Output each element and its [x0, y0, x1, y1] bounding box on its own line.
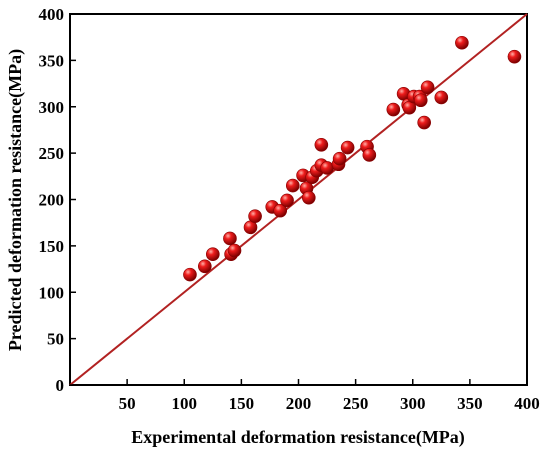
x-axis: 50 100 150 200 250 300 350 400	[119, 379, 540, 413]
y-tick-label: 100	[39, 283, 65, 302]
y-tick-label: 350	[39, 51, 65, 70]
data-point	[413, 93, 428, 108]
data-point	[340, 140, 355, 155]
x-tick-label: 350	[457, 394, 483, 413]
data-point	[386, 102, 401, 117]
data-point	[420, 80, 435, 95]
y-tick-label: 250	[39, 144, 65, 163]
x-tick-label: 250	[343, 394, 369, 413]
data-point	[280, 193, 294, 208]
x-tick-label: 400	[514, 394, 540, 413]
data-point	[362, 148, 377, 162]
x-tick-label: 150	[229, 394, 255, 413]
x-tick-label: 50	[119, 394, 136, 413]
reference-line	[69, 13, 528, 386]
data-point	[332, 151, 347, 166]
data-point	[285, 178, 300, 193]
y-tick-label: 150	[39, 237, 65, 256]
data-point	[248, 209, 262, 223]
data-point	[223, 231, 237, 246]
x-axis-title: Experimental deformation resistance(MPa)	[131, 427, 465, 448]
x-tick-label: 200	[286, 394, 312, 413]
data-point	[320, 161, 334, 175]
data-point	[301, 190, 316, 205]
data-point	[198, 259, 212, 274]
y-axis: 0 50 100 150 200 250 300 350 400	[39, 5, 76, 395]
data-point	[183, 267, 197, 282]
y-tick-label: 50	[47, 330, 64, 349]
data-point	[434, 90, 449, 105]
y-tick-label: 0	[56, 376, 65, 395]
data-point	[273, 203, 288, 218]
data-point	[314, 137, 329, 152]
data-point	[206, 247, 220, 262]
data-point	[417, 115, 431, 130]
x-tick-label: 100	[172, 394, 198, 413]
data-points	[183, 35, 522, 282]
x-tick-label: 300	[400, 394, 426, 413]
data-point	[227, 243, 242, 258]
y-tick-label: 200	[39, 191, 65, 210]
y-axis-title: Predicted deformation resistance(MPa)	[5, 49, 26, 351]
y-tick-label: 400	[39, 5, 65, 24]
data-point	[455, 35, 469, 50]
y-tick-label: 300	[39, 98, 65, 117]
data-point	[507, 49, 522, 64]
